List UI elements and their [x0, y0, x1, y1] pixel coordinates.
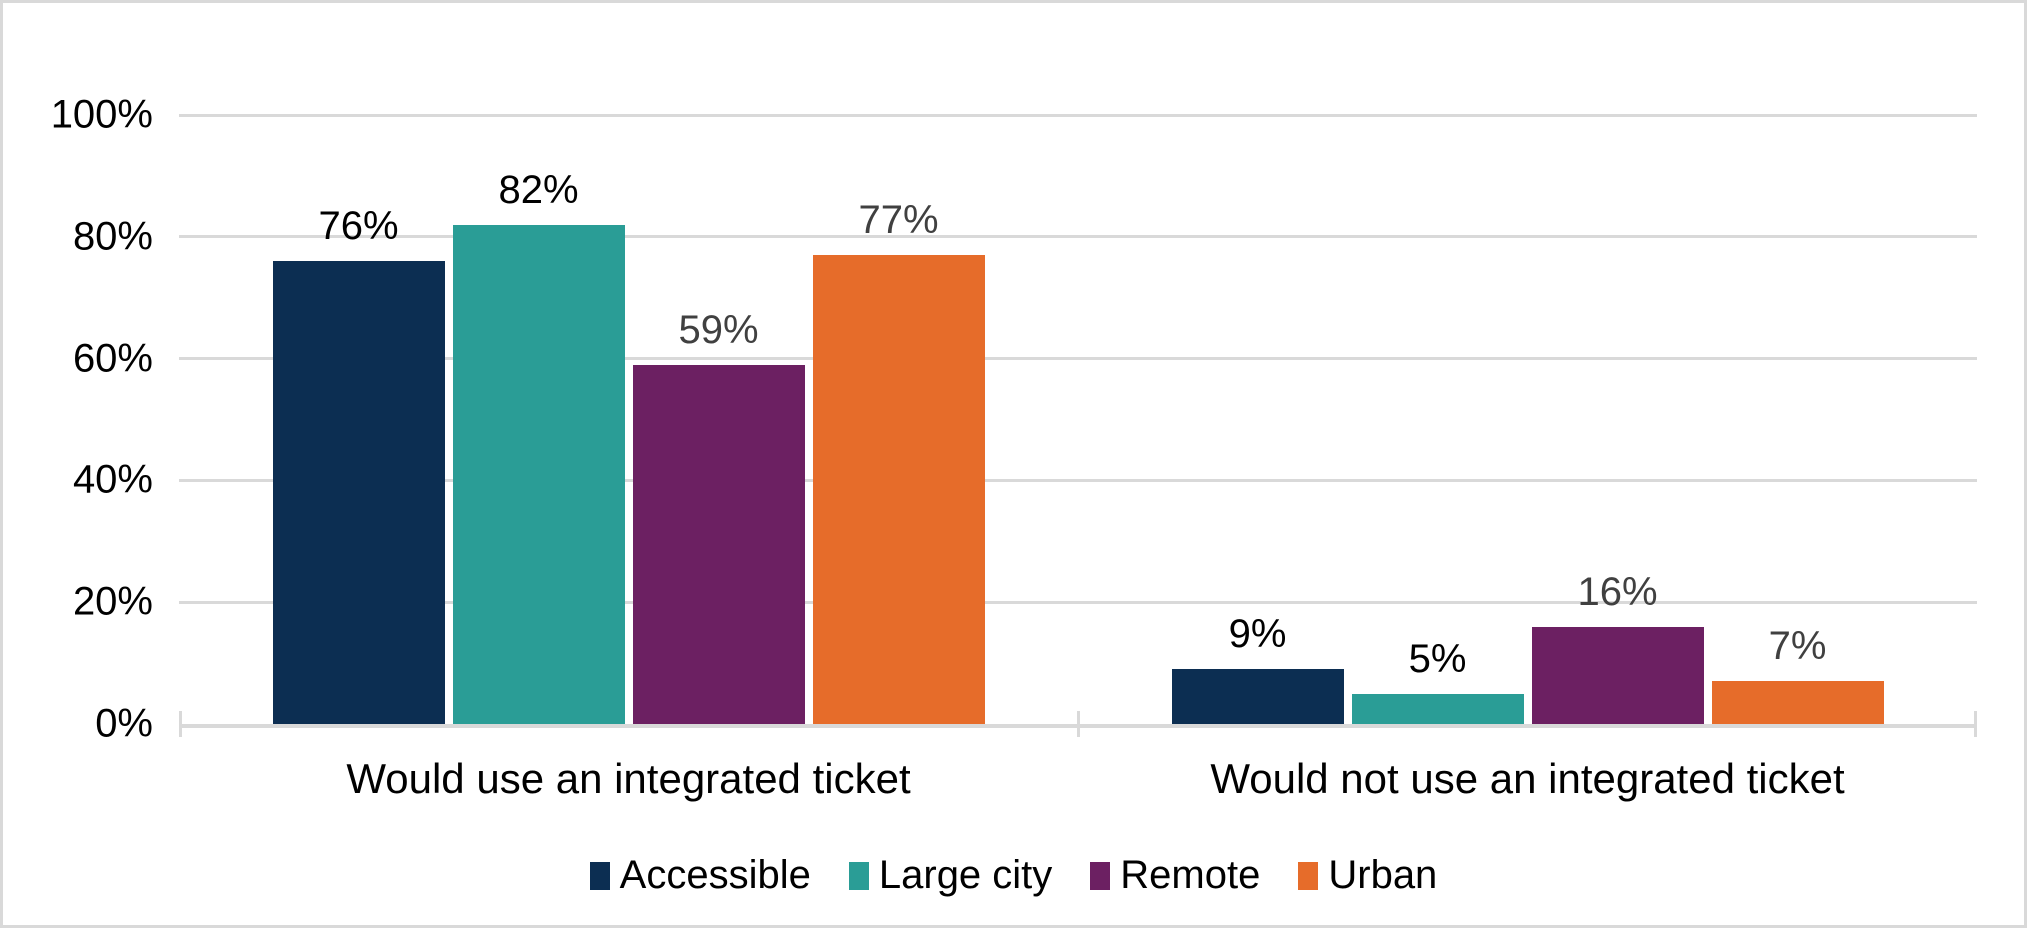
legend-label: Remote [1120, 853, 1261, 897]
legend-item-large-city: Large city [848, 853, 1053, 898]
bar-cell: 82% [452, 115, 625, 724]
bar-accessible: 76% [272, 204, 445, 724]
plot-area: 76% 82% 59% 77% 9% 5% 16% 7% 0% 20% 40% 60% 80% 100% [51, 93, 1977, 746]
y-tick-label-100: 100% [50, 92, 153, 137]
data-label: 77% [858, 198, 939, 243]
data-label: 59% [678, 307, 759, 352]
bar-cell: 77% [812, 115, 985, 724]
bar-urban: 77% [812, 198, 985, 724]
legend-item-urban: Urban [1298, 853, 1437, 898]
data-label: 5% [1408, 636, 1467, 681]
bar-cell: 76% [272, 115, 445, 724]
bar-large-city: 82% [452, 168, 625, 724]
bar-accessible: 9% [1171, 612, 1344, 724]
bar-urban: 7% [1711, 624, 1884, 724]
y-tick-label-80: 80% [72, 214, 153, 259]
y-tick-label-60: 60% [72, 336, 153, 381]
axis-tick-1 [1076, 711, 1080, 737]
bar-cell: 16% [1531, 115, 1704, 724]
bar-cell: 7% [1711, 115, 1884, 724]
bar-large-city: 5% [1351, 637, 1524, 724]
y-tick-label-40: 40% [72, 457, 153, 502]
axis-tick-2 [1974, 711, 1977, 737]
bar-group-1: 76% 82% 59% 77% [179, 115, 1078, 724]
gridline-40 [179, 478, 1977, 482]
legend-label: Large city [878, 853, 1053, 897]
category-label-2: Would not use an integrated ticket [1210, 755, 1845, 802]
bar-cell: 5% [1351, 115, 1524, 724]
bar-remote: 59% [632, 308, 805, 724]
legend-label: Urban [1328, 853, 1438, 897]
data-label: 76% [318, 204, 399, 249]
gridline-80 [179, 235, 1977, 239]
bar-groups: 76% 82% 59% 77% 9% 5% 16% 7% [179, 115, 1977, 724]
legend-swatch-icon [1090, 861, 1111, 890]
category-label-1: Would use an integrated ticket [346, 755, 911, 802]
gridline-60 [179, 357, 1977, 361]
bar-group-2: 9% 5% 16% 7% [1078, 115, 1977, 724]
bar-cell: 59% [632, 115, 805, 724]
data-label: 16% [1577, 569, 1658, 614]
data-label: 7% [1768, 624, 1827, 669]
legend-item-remote: Remote [1090, 853, 1260, 898]
legend-swatch-icon [589, 861, 610, 890]
axis-tick-0 [179, 711, 182, 737]
legend-swatch-icon [848, 861, 869, 890]
bar-remote: 16% [1531, 570, 1704, 724]
legend-label: Accessible [619, 853, 811, 897]
legend-swatch-icon [1298, 861, 1319, 890]
y-tick-label-0: 0% [95, 701, 153, 746]
y-tick-label-20: 20% [72, 579, 153, 624]
legend: Accessible Large city Remote Urban [3, 853, 2024, 898]
category-axis-labels: Would use an integrated ticket Would not … [179, 755, 1977, 803]
gridline-100 [179, 113, 1977, 117]
gridline-20 [179, 600, 1977, 604]
data-label: 9% [1228, 612, 1287, 657]
legend-item-accessible: Accessible [589, 853, 811, 898]
data-label: 82% [498, 167, 579, 212]
bar-cell: 9% [1171, 115, 1344, 724]
